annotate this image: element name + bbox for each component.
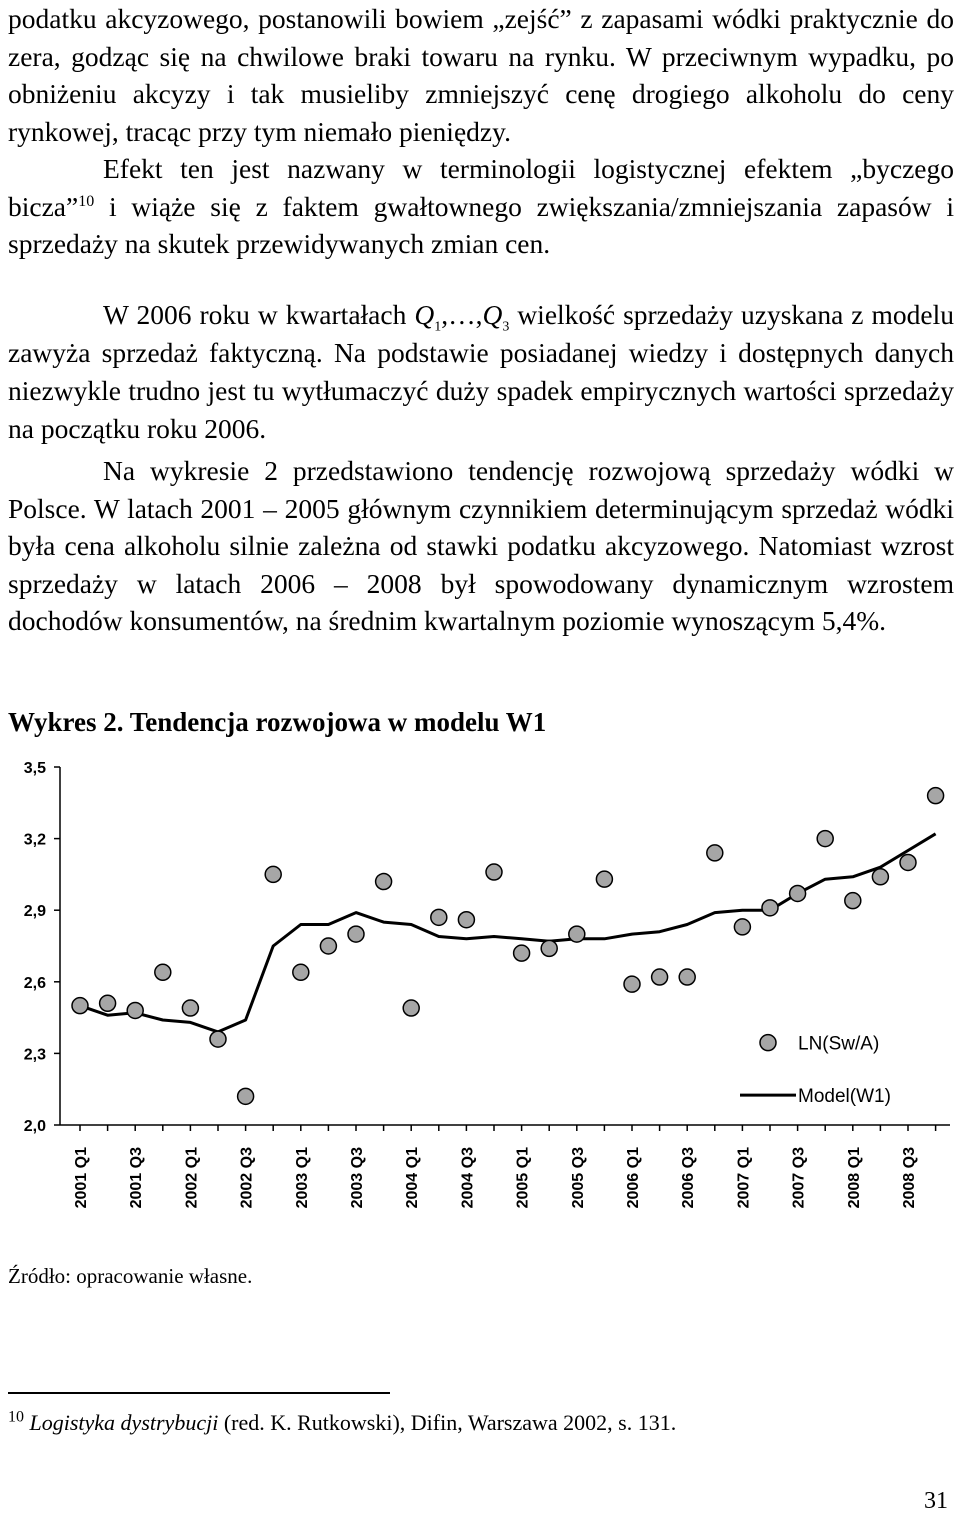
q3-symbol: Q	[482, 299, 503, 330]
legend-label-model: Model(W1)	[798, 1086, 891, 1107]
data-point[interactable]	[650, 968, 669, 986]
data-point[interactable]	[181, 999, 200, 1017]
data-point[interactable]	[512, 944, 531, 962]
y-tick-label: 2,3	[24, 1046, 46, 1063]
data-point[interactable]	[568, 925, 586, 943]
data-point[interactable]	[236, 1087, 255, 1106]
y-tick-label: 3,5	[24, 760, 46, 777]
y-tick-label: 2,6	[24, 975, 46, 992]
footnote: 10 Logistyka dystrybucji (red. K. Rutkow…	[8, 1408, 677, 1436]
legend-marker-observed	[759, 1033, 777, 1052]
q3-subscript: 3	[502, 319, 510, 335]
x-tick-label: 2003 Q1	[294, 1147, 311, 1208]
paragraph-2-part-b: i wiąże się z faktem gwałtownego zwiększ…	[8, 190, 954, 260]
q-ellipsis: ,…,	[441, 299, 483, 330]
paragraph-4: Na wykresie 2 przedstawiono tendencję ro…	[8, 455, 954, 636]
x-tick-label: 2007 Q3	[791, 1147, 808, 1208]
paragraph-1: podatku akcyzowego, postanowili bowiem „…	[8, 3, 954, 147]
legend: LN(Sw/A) Model(W1)	[740, 1033, 891, 1107]
figure-heading: Wykres 2. Tendencja rozwojowa w modelu W…	[8, 707, 547, 737]
page-number: 31	[924, 1488, 948, 1514]
data-point[interactable]	[706, 844, 724, 862]
x-tick-label: 2008 Q3	[901, 1147, 918, 1208]
data-point[interactable]	[733, 918, 752, 936]
data-point[interactable]	[457, 910, 476, 929]
footnote-details: (red. K. Rutkowski), Difin, Warszawa 200…	[218, 1410, 677, 1435]
figure-source: Źródło: opracowanie własne.	[8, 1264, 253, 1288]
data-point[interactable]	[71, 996, 89, 1015]
footnote-reference[interactable]: 10	[78, 192, 95, 210]
paragraph-2: Efekt ten jest nazwany w terminologii lo…	[8, 150, 954, 263]
trend-chart: 2,0 2,3 2,6 2,9 3,2 3,5 2001 Q1 2001 Q3 2002 Q1…	[24, 760, 950, 1208]
y-tick-label: 3,2	[24, 832, 46, 849]
x-axis: 2001 Q1 2001 Q3 2002 Q1 2002 Q3 2003 Q1 2003 …	[60, 1124, 950, 1208]
data-point[interactable]	[926, 786, 945, 805]
data-point[interactable]	[347, 925, 365, 943]
y-axis: 2,0 2,3 2,6 2,9 3,2 3,5	[24, 760, 61, 1135]
data-point[interactable]	[844, 891, 862, 910]
x-tick-label: 2005 Q3	[570, 1147, 587, 1208]
data-point[interactable]	[595, 870, 614, 888]
x-tick-label: 2004 Q3	[459, 1147, 476, 1208]
data-point[interactable]	[402, 999, 420, 1017]
x-tick-label: 2006 Q1	[625, 1147, 642, 1208]
footnote-title: Logistyka dystrybucji	[29, 1410, 219, 1435]
data-point[interactable]	[899, 853, 917, 872]
data-point[interactable]	[485, 863, 503, 881]
footnote-separator	[8, 1392, 390, 1394]
model-series	[79, 832, 937, 1034]
data-point[interactable]	[816, 829, 834, 848]
data-point[interactable]	[540, 939, 558, 958]
y-tick-label: 2,0	[24, 1118, 46, 1135]
footnote-number: 10	[8, 1408, 24, 1426]
x-tick-label: 2002 Q3	[239, 1147, 256, 1208]
data-point[interactable]	[788, 884, 807, 903]
data-point[interactable]	[761, 899, 779, 917]
data-point[interactable]	[678, 968, 696, 986]
q1-symbol: Q	[414, 299, 435, 330]
y-tick-label: 2,9	[24, 903, 46, 920]
data-point[interactable]	[374, 872, 393, 891]
x-tick-label: 2003 Q3	[349, 1147, 366, 1208]
x-tick-label: 2007 Q1	[735, 1147, 752, 1208]
data-point[interactable]	[98, 994, 117, 1013]
data-point[interactable]	[292, 963, 310, 982]
x-tick-label: 2002 Q1	[183, 1147, 200, 1208]
paragraph-2-part-a: Efekt ten jest nazwany w terminologii lo…	[8, 153, 954, 222]
observed-series	[71, 786, 945, 1106]
x-tick-label: 2008 Q1	[846, 1147, 863, 1208]
x-tick-label: 2004 Q1	[404, 1147, 421, 1208]
x-tick-label: 2001 Q1	[73, 1147, 90, 1208]
data-point[interactable]	[209, 1030, 227, 1048]
x-tick-label: 2005 Q1	[515, 1147, 532, 1208]
data-point[interactable]	[871, 868, 890, 886]
data-point[interactable]	[126, 1001, 144, 1020]
q1-subscript: 1	[434, 319, 442, 335]
x-tick-label: 2006 Q3	[680, 1147, 697, 1208]
data-point[interactable]	[430, 908, 448, 927]
paragraph-3-part-b: wielkość sprzedaży uzyskana z modelu zaw…	[8, 299, 954, 444]
data-point[interactable]	[319, 937, 338, 955]
data-point[interactable]	[623, 975, 641, 993]
legend-label-observed: LN(Sw/A)	[798, 1034, 879, 1055]
data-point[interactable]	[154, 963, 172, 982]
x-tick-label: 2001 Q3	[128, 1147, 145, 1208]
paragraph-3-part-a: W 2006 roku w kwartałach	[103, 299, 415, 330]
model-line	[79, 832, 937, 1034]
paragraph-3: W 2006 roku w kwartałach Q1,…,Q3 wielkoś…	[8, 296, 954, 448]
data-point[interactable]	[264, 865, 282, 884]
